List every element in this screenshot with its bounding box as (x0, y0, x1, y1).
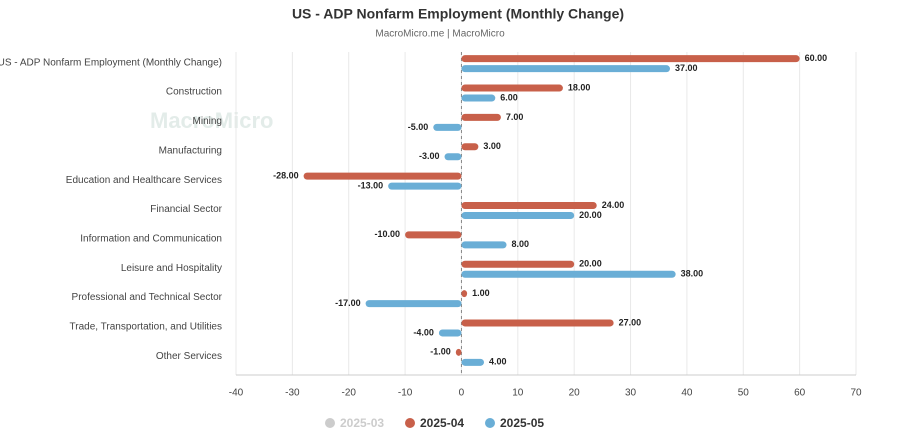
value-label: 27.00 (619, 317, 642, 327)
legend-marker (325, 418, 335, 428)
bar (461, 260, 575, 268)
bar (388, 182, 462, 190)
x-tick-label: 30 (625, 388, 637, 399)
bar (461, 113, 501, 121)
legend-label: 2025-04 (420, 416, 464, 430)
watermark: MacroMicro (150, 108, 273, 133)
x-tick-label: -40 (229, 388, 244, 399)
x-tick-label: 0 (459, 388, 465, 399)
bar (461, 319, 614, 327)
chart-title: US - ADP Nonfarm Employment (Monthly Cha… (292, 6, 624, 22)
y-tick-label: Trade, Transportation, and Utilities (70, 322, 222, 333)
value-label: 1.00 (472, 288, 490, 298)
value-label: -10.00 (375, 229, 401, 239)
bar (461, 358, 484, 366)
value-label: 20.00 (579, 259, 602, 269)
value-label: -4.00 (413, 327, 434, 337)
bar (444, 153, 462, 161)
bar (461, 65, 670, 73)
x-tick-label: -30 (285, 388, 300, 399)
bar (455, 348, 462, 356)
value-label: 20.00 (579, 210, 602, 220)
value-label: 37.00 (675, 63, 698, 73)
x-tick-label: -10 (398, 388, 413, 399)
x-tick-label: 60 (794, 388, 806, 399)
value-label: -5.00 (408, 122, 429, 132)
value-label: 24.00 (602, 200, 625, 210)
bar (461, 212, 575, 219)
bar (365, 300, 462, 308)
y-tick-label: Financial Sector (150, 204, 222, 215)
bar (303, 172, 462, 180)
x-tick-label: 50 (738, 388, 750, 399)
bar (461, 84, 563, 92)
value-label: -28.00 (273, 171, 299, 181)
x-tick-label: 10 (512, 388, 524, 399)
legend-label: 2025-03 (340, 416, 384, 430)
bar (461, 55, 800, 63)
bar (461, 94, 496, 102)
value-label: -17.00 (335, 298, 361, 308)
bar (461, 202, 597, 209)
y-tick-label: Mining (193, 116, 222, 127)
value-label: 4.00 (489, 357, 507, 367)
x-tick-label: -20 (342, 388, 357, 399)
bar (405, 231, 462, 239)
value-label: 18.00 (568, 82, 591, 92)
chart-subtitle: MacroMicro.me | MacroMicro (375, 29, 505, 40)
value-label: 6.00 (500, 92, 518, 102)
value-label: 38.00 (681, 269, 704, 279)
value-label: -3.00 (419, 151, 440, 161)
bar (461, 290, 468, 298)
value-label: 60.00 (805, 53, 828, 63)
value-label: -13.00 (358, 181, 384, 191)
y-tick-label: US - ADP Nonfarm Employment (Monthly Cha… (0, 57, 222, 68)
value-label: 3.00 (483, 141, 501, 151)
y-tick-label: Construction (166, 87, 222, 98)
value-label: 8.00 (512, 239, 530, 249)
y-tick-label: Other Services (156, 351, 222, 362)
bar (461, 241, 507, 249)
bar (461, 270, 676, 278)
legend-label: 2025-05 (500, 416, 544, 430)
bar (438, 329, 462, 337)
x-tick-label: 40 (681, 388, 693, 399)
y-tick-label: Education and Healthcare Services (66, 175, 222, 186)
x-tick-label: 70 (850, 388, 862, 399)
y-tick-label: Information and Communication (80, 234, 222, 245)
y-tick-label: Manufacturing (159, 145, 222, 156)
legend-marker (485, 418, 495, 428)
y-tick-label: Leisure and Hospitality (121, 263, 222, 274)
value-label: -1.00 (430, 347, 451, 357)
value-label: 7.00 (506, 112, 524, 122)
legend-marker (405, 418, 415, 428)
x-tick-label: 20 (569, 388, 581, 399)
bar (461, 143, 479, 151)
bar (433, 123, 462, 131)
y-tick-label: Professional and Technical Sector (72, 292, 223, 303)
